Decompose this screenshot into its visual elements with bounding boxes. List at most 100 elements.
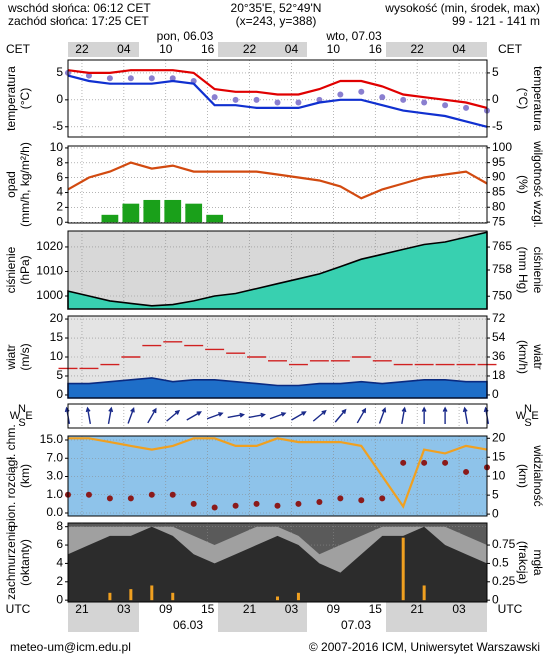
compass-e: E: [25, 410, 32, 422]
panel-frame: [67, 522, 488, 603]
y-axis-title: (m/s): [18, 343, 32, 370]
x-tick-label: 10: [327, 42, 341, 56]
series-dot: [337, 495, 344, 502]
bar: [129, 589, 133, 601]
y2-tick-label: 0: [492, 92, 499, 106]
panel-frame: [67, 145, 488, 224]
wind-arrow: [269, 412, 287, 420]
series-dot: [148, 491, 155, 498]
series-dot: [421, 459, 428, 466]
series-dot: [148, 75, 155, 82]
y2-tick-label: 36: [492, 349, 506, 363]
y-axis-title: (°C): [18, 88, 32, 109]
panel-frame: [67, 435, 488, 517]
y2-tick-label: 95: [492, 155, 506, 169]
panel-frame: [67, 230, 488, 310]
series-dot: [379, 495, 386, 502]
y2-axis-title: (frakcja): [516, 541, 530, 584]
y-tick-label: 15: [50, 330, 64, 344]
y-tick-label: 4: [56, 185, 63, 199]
wind-arrow: [206, 412, 224, 420]
series-area: [67, 231, 488, 310]
y2-tick-label: 765: [492, 239, 512, 253]
y2-axis-title: temperatura: [531, 66, 545, 131]
compass-s: S: [524, 417, 531, 429]
y2-tick-label: 5: [492, 487, 499, 501]
y2-tick-label: 72: [492, 311, 506, 325]
y-axis-title: wiatr: [4, 344, 18, 370]
x-tick-label: 03: [285, 602, 299, 616]
y-tick-label: 1000: [36, 288, 63, 302]
y2-tick-label: 80: [492, 199, 506, 213]
series-dot: [169, 75, 176, 82]
coords: 20°35'E, 52°49'N: [231, 1, 322, 15]
y2-tick-label: 5: [492, 65, 499, 79]
x-tick-label: 16: [369, 42, 383, 56]
date-label: 06.03: [173, 618, 203, 632]
y2-tick-label: 0.5: [492, 556, 509, 570]
email: meteo-um@icm.edu.pl: [10, 640, 131, 654]
y-tick-label: 8: [56, 519, 63, 533]
y2-tick-label: 758: [492, 262, 512, 276]
x-tick-label: 21: [243, 602, 257, 616]
y-tick-label: 7.0: [46, 450, 63, 464]
y2-tick-label: 54: [492, 330, 506, 344]
bar: [296, 592, 300, 601]
wind-arrow: [147, 407, 157, 424]
wind-arrow: [334, 408, 347, 423]
date-label: wto, 07.03: [325, 29, 382, 43]
series-dot: [106, 75, 113, 82]
series-dot: [85, 491, 92, 498]
y2-tick-label: 0: [492, 387, 499, 401]
bar: [276, 596, 279, 601]
x-tick-label: 22: [75, 42, 89, 56]
y-tick-label: -5: [52, 119, 63, 133]
series-dot: [463, 104, 470, 111]
bar: [150, 585, 154, 601]
bar: [171, 592, 175, 601]
wind-arrow: [248, 412, 266, 419]
series-dot: [253, 500, 260, 507]
bar: [185, 203, 203, 223]
night-band: [386, 602, 487, 632]
copyright: © 2007-2016 ICM, Uniwersytet Warszawski: [309, 640, 540, 654]
series-line: [67, 161, 488, 200]
bar: [401, 537, 405, 601]
y2-axis-title: wiatr: [531, 343, 545, 369]
date-label: 07.03: [341, 618, 371, 632]
wind-arrow: [312, 409, 327, 422]
y-axis-title: (mm/h, kg/m²/h): [18, 142, 32, 227]
x-tick-label: 22: [410, 42, 424, 56]
grid-point: (x=243, y=388): [236, 14, 317, 28]
y2-tick-label: 85: [492, 185, 506, 199]
panel-background: [68, 60, 487, 137]
series-dot: [127, 75, 134, 82]
series-dot: [232, 502, 239, 509]
night-band: [218, 42, 307, 57]
y2-tick-label: 750: [492, 288, 512, 302]
y2-tick-label: 0: [492, 592, 499, 606]
y-tick-label: 1020: [36, 239, 63, 253]
y-axis-title: (oktanty): [18, 539, 32, 586]
series-dot: [442, 459, 449, 466]
wind-arrow: [227, 412, 245, 419]
timezone-label: CET: [6, 42, 31, 56]
y2-tick-label: 0: [492, 506, 499, 520]
series-dot: [295, 500, 302, 507]
series-dot: [421, 99, 428, 106]
y-tick-label: 15.0: [40, 432, 64, 446]
series-dot: [442, 102, 449, 109]
y2-tick-label: 20: [492, 430, 506, 444]
series-dot: [295, 99, 302, 106]
bar: [101, 214, 119, 223]
timezone-label: CET: [498, 42, 523, 56]
x-tick-label: 03: [452, 602, 466, 616]
y2-axis-title: (%): [516, 175, 530, 194]
y2-tick-label: -5: [492, 119, 503, 133]
x-tick-label: 04: [452, 42, 466, 56]
series-dot: [211, 504, 218, 511]
series-area: [68, 526, 487, 602]
y2-axis-title: (km): [516, 464, 530, 488]
y-axis-title: (km): [18, 464, 32, 488]
y-tick-label: 3.0: [46, 469, 63, 483]
